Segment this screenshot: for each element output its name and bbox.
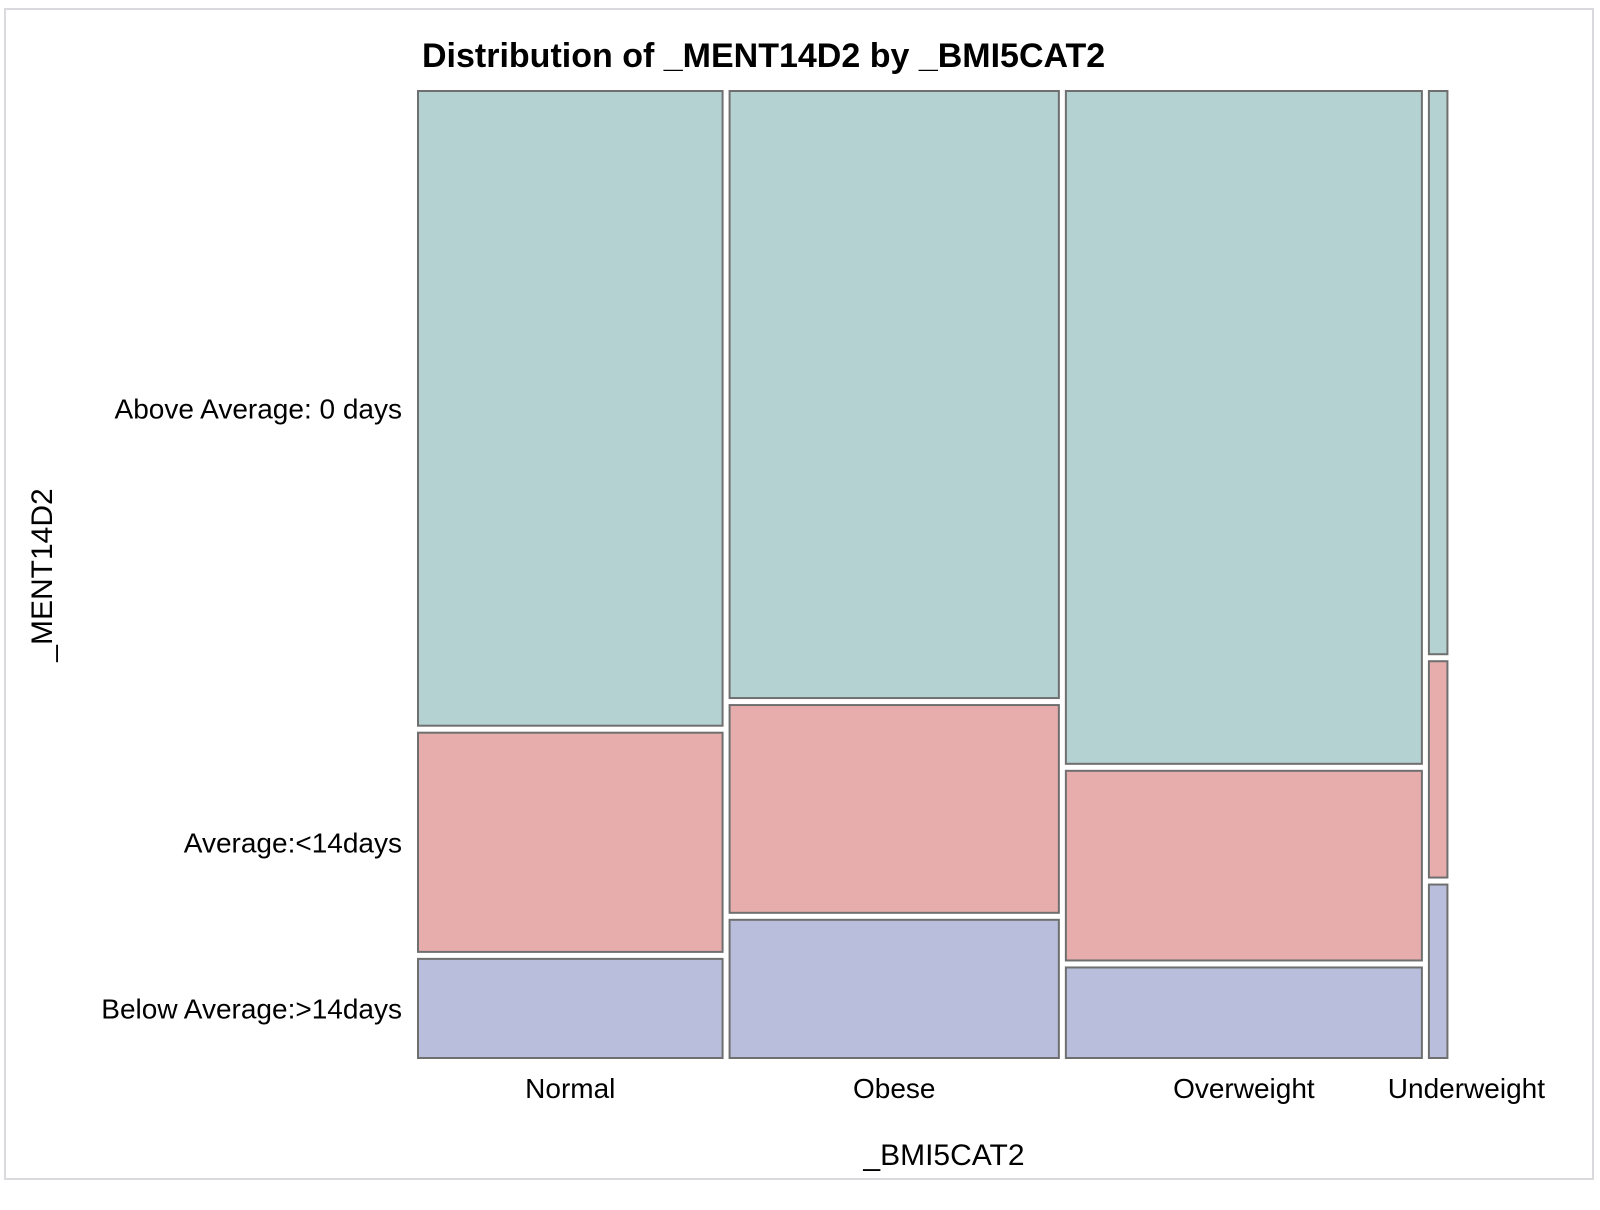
x-axis-label: _BMI5CAT2 [862,1139,1024,1172]
tile-obese-average-14days [728,704,1060,914]
tile-underweight-above-average-0-days [1427,90,1449,656]
y-tick-label-below-average-14days: Below Average:>14days [101,993,402,1024]
tile-normal-below-average-14days [417,957,724,1059]
x-tick-label-obese: Obese [853,1073,936,1104]
tile-underweight-below-average-14days [1427,883,1449,1060]
x-tick-label-normal: Normal [525,1073,615,1104]
tile-overweight-above-average-0-days [1064,90,1423,765]
chart-title: Distribution of _MENT14D2 by _BMI5CAT2 [422,37,1105,75]
tile-overweight-average-14days [1064,769,1423,962]
y-tick-label-average-14days: Average:<14days [184,827,402,858]
x-tick-label-overweight: Overweight [1173,1073,1315,1104]
tile-normal-average-14days [417,731,724,953]
y-tick-label-above-average-0-days: Above Average: 0 days [115,393,402,424]
mosaic-tiles [417,90,1449,1060]
y-tick-labels: Below Average:>14days Average:<14days Abov… [101,393,402,1024]
tile-underweight-average-14days [1427,660,1449,879]
x-tick-labels: Normal Obese Overweight Underweight [525,1073,1545,1104]
y-axis-label: _MENT14D2 [26,488,59,662]
x-tick-label-underweight: Underweight [1388,1073,1545,1104]
tile-obese-below-average-14days [728,918,1060,1059]
tile-overweight-below-average-14days [1064,966,1423,1060]
tile-normal-above-average-0-days [417,90,724,727]
tile-obese-above-average-0-days [728,90,1060,700]
